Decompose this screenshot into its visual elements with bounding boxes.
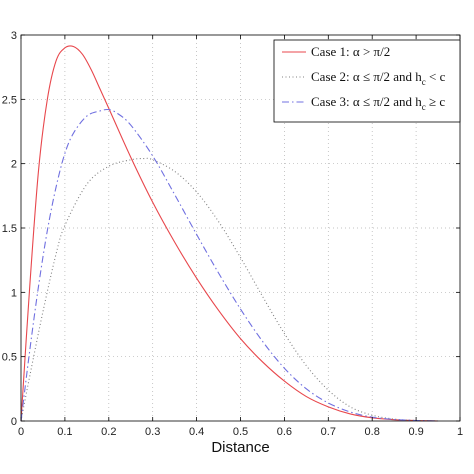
x-tick-label: 0.4 — [189, 426, 204, 438]
x-tick-label: 0 — [18, 426, 24, 438]
series-layer — [20, 45, 439, 422]
x-tick-label: 0.8 — [365, 426, 380, 438]
legend-label-case3-tail: ≥ c — [426, 94, 446, 109]
y-tick-label: 3 — [11, 30, 17, 42]
x-tick-label: 0.7 — [321, 426, 336, 438]
legend-entry-case3: Case 3: α ≤ π/2 and hc ≥ c — [282, 94, 445, 112]
legend-label-case3-main: α ≤ π/2 and h — [353, 94, 422, 109]
x-tick-label: 0.1 — [57, 426, 72, 438]
x-tick-label: 0.2 — [101, 426, 116, 438]
x-tick-label: 0.9 — [408, 426, 423, 438]
y-tick-label: 1 — [11, 287, 17, 299]
x-tick-label: 0.5 — [233, 426, 248, 438]
ticks — [20, 34, 461, 422]
x-axis-title: Distance — [211, 439, 269, 456]
x-tick-label: 0.6 — [277, 426, 292, 438]
legend-label-case2-sub: c — [422, 77, 426, 87]
legend-box — [273, 39, 461, 123]
y-tick-label: 1.5 — [2, 223, 17, 235]
legend-label-case3: Case 3: α ≤ π/2 and hc ≥ c — [311, 94, 445, 112]
legend-label-case1: Case 1: α > π/2 — [311, 44, 390, 59]
legend-entry-case2: Case 2: α ≤ π/2 and hc < c — [282, 69, 446, 87]
y-tick-label: 2 — [11, 159, 17, 171]
legend-label-case2-main: α ≤ π/2 and h — [353, 69, 422, 84]
x-tick-label: 1 — [457, 426, 463, 438]
legend-label-case3-prefix: Case 3: — [311, 94, 353, 109]
legend: Case 1: α > π/2 Case 2: α ≤ π/2 and hc <… — [273, 39, 461, 123]
tick-labels: 0 0.1 0.2 0.3 0.4 0.5 0.6 0.7 0.8 0.9 1 0 0.5 1 1.5 2 2.… — [2, 30, 463, 438]
legend-label-case1-prefix: Case 1: — [311, 44, 353, 59]
series-line-case2 — [20, 157, 439, 422]
legend-label-case1-main: α > π/2 — [353, 44, 390, 59]
legend-label-case2: Case 2: α ≤ π/2 and hc < c — [311, 69, 446, 87]
series-line-case1 — [20, 45, 439, 422]
legend-label-case2-prefix: Case 2: — [311, 69, 353, 84]
legend-label-case3-sub: c — [422, 102, 426, 112]
legend-entry-case1: Case 1: α > π/2 — [282, 44, 390, 59]
series-line-case3 — [20, 108, 439, 422]
x-tick-label: 0.3 — [145, 426, 160, 438]
y-tick-label: 0 — [11, 416, 17, 428]
y-tick-label: 0.5 — [2, 352, 17, 364]
y-tick-label: 2.5 — [2, 94, 17, 106]
legend-label-case2-tail: < c — [426, 69, 446, 84]
